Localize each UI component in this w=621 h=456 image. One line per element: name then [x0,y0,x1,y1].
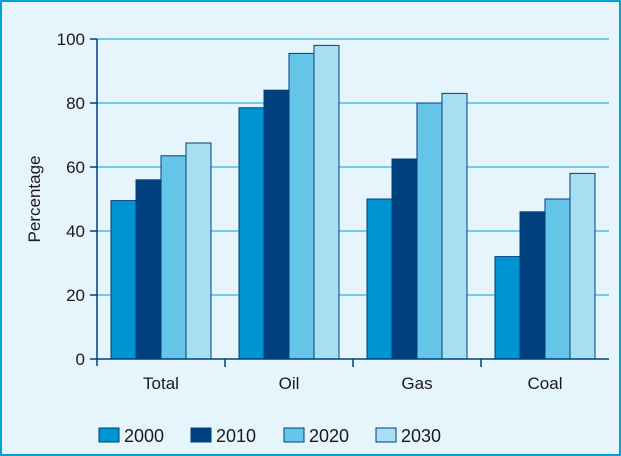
y-tick-label: 100 [57,30,85,49]
y-tick-labels: 0 20 40 60 80 100 [57,30,85,369]
bars [110,44,596,360]
axes [90,38,609,367]
legend-label-2010: 2010 [216,426,256,446]
bar-2010-coal [519,211,546,360]
bar-2010-total [135,179,162,360]
bar-2000-total [110,200,137,360]
y-tick-label: 80 [66,94,85,113]
bar-2010-oil [263,89,290,360]
bar-2020-oil [288,52,315,360]
x-tick-label-total: Total [143,374,179,393]
legend-label-2000: 2000 [124,426,164,446]
bar-2000-coal [494,256,521,360]
bar-2030-total [185,142,212,360]
bar-2000-oil [238,107,265,360]
y-axis-title: Percentage [25,156,44,243]
bar-2000-gas [366,198,393,360]
legend-swatch-2010 [190,427,212,443]
x-tick-labels: Total Oil Gas Coal [143,374,562,393]
y-tick-label: 0 [76,350,85,369]
legend-label-2020: 2020 [309,426,349,446]
x-tick-label-gas: Gas [401,374,432,393]
x-tick-label-coal: Coal [528,374,563,393]
bar-2020-coal [544,198,571,360]
y-tick-label: 60 [66,158,85,177]
bar-2010-gas [391,158,418,360]
x-tick-label-oil: Oil [279,374,300,393]
bar-2020-total [160,155,187,360]
bar-2030-coal [569,172,596,360]
legend-swatch-2030 [375,427,397,443]
legend-label-2030: 2030 [401,426,441,446]
bar-2030-oil [313,44,340,360]
bar-2020-gas [416,102,443,360]
legend: 2000 2010 2020 2030 [98,426,441,446]
legend-swatch-2020 [283,427,305,443]
bar-2030-gas [441,92,468,360]
y-tick-label: 40 [66,222,85,241]
legend-swatch-2000 [98,427,120,443]
y-tick-label: 20 [66,286,85,305]
